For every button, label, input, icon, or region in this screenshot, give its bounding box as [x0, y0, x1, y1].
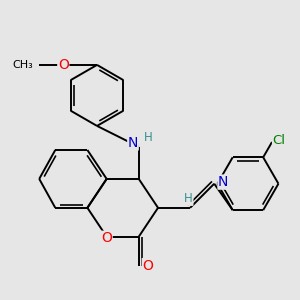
Text: Cl: Cl	[273, 134, 286, 147]
Text: O: O	[142, 259, 153, 273]
Text: H: H	[143, 131, 152, 144]
Text: CH₃: CH₃	[13, 60, 33, 70]
Text: O: O	[101, 231, 112, 245]
Text: O: O	[58, 58, 69, 72]
Text: H: H	[184, 192, 193, 205]
Text: N: N	[218, 175, 228, 189]
Text: N: N	[128, 136, 138, 150]
